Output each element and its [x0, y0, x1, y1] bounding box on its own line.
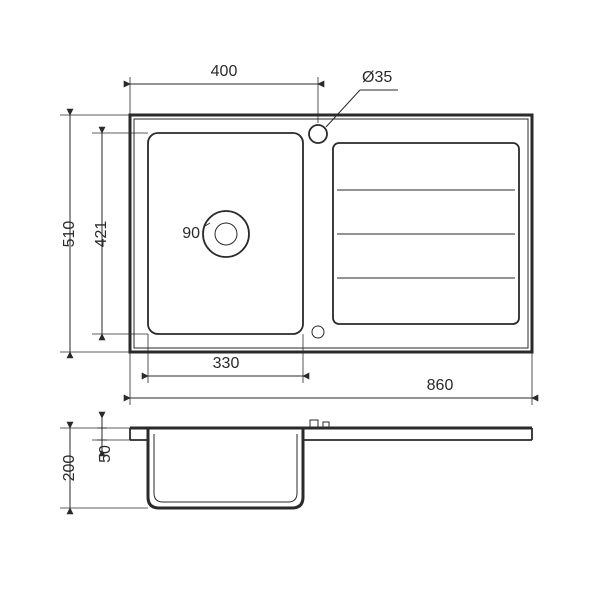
dim-400: 400	[211, 63, 238, 80]
dim-drain-90: 90	[182, 225, 200, 242]
dim-tap-hole: Ø35	[362, 69, 392, 86]
dim-50: 50	[97, 445, 114, 463]
side-view	[130, 420, 532, 508]
dimension-drawing: 400 Ø35 90 510 421 330 860	[0, 0, 600, 600]
dim-860: 860	[427, 377, 454, 394]
dim-510: 510	[61, 221, 78, 248]
dim-330: 330	[213, 355, 240, 372]
dim-421: 421	[93, 221, 110, 248]
side-dimensions: 200 50	[60, 418, 148, 508]
dim-200: 200	[61, 455, 78, 482]
